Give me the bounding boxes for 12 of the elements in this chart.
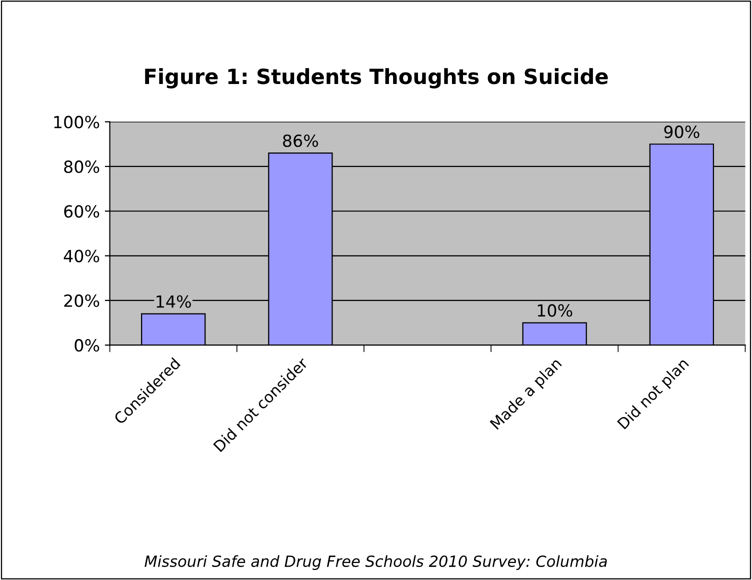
chart-title: Figure 1: Students Thoughts on Suicide	[145, 68, 608, 88]
y-tick-label: 40%	[64, 250, 100, 262]
text: Missouri Safe and Drug Free Schools 2010 Survey: Columbia	[144, 555, 607, 570]
y-tick-label: 80%	[64, 160, 100, 174]
data-label: 86%	[283, 134, 318, 148]
y-tick-label: 0%	[74, 339, 100, 352]
y-tick-label: 20%	[64, 294, 100, 308]
y-tick-label: 100%	[54, 116, 100, 128]
y-tick-label: 60%	[64, 205, 100, 218]
data-label: 14%	[156, 295, 191, 308]
data-label: 10%	[538, 304, 572, 317]
data-label: 90%	[664, 126, 700, 138]
